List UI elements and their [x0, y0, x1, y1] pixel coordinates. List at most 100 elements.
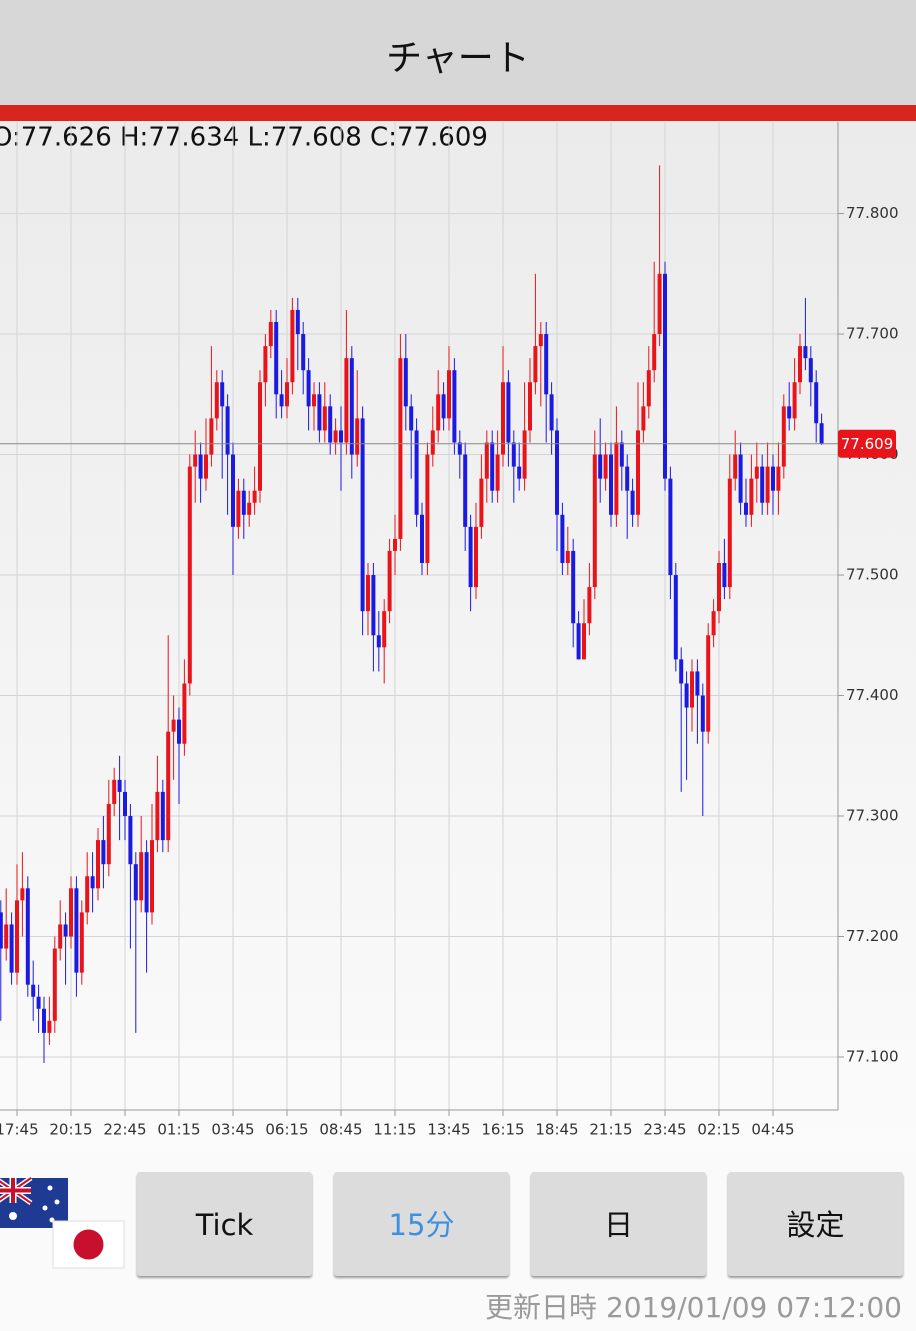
- settings-button[interactable]: 設定: [728, 1172, 903, 1276]
- candle-body: [393, 538, 397, 551]
- chart: O:77.626 H:77.634 L:77.608 C:77.609 77.1…: [0, 122, 899, 1139]
- x-tick-label: 18:45: [535, 1121, 578, 1139]
- ohlc-header: O:77.626 H:77.634 L:77.608 C:77.609: [0, 123, 488, 153]
- candle-body: [700, 695, 705, 732]
- candle-body: [533, 346, 538, 383]
- candle-body: [160, 791, 165, 841]
- candle-body: [133, 864, 138, 901]
- candle-body: [4, 924, 9, 949]
- candle-body: [198, 454, 203, 479]
- candle-body: [144, 852, 149, 913]
- chart-area: O:77.626 H:77.634 L:77.608 C:77.609 77.1…: [0, 121, 916, 1151]
- candle-body: [695, 671, 700, 696]
- candle-body: [376, 635, 381, 648]
- candle-body: [371, 575, 376, 636]
- candle-body: [549, 394, 554, 431]
- candle-body: [490, 442, 495, 491]
- candle-body: [463, 454, 468, 527]
- tick-button[interactable]: Tick: [137, 1172, 312, 1276]
- candle-body: [317, 394, 322, 431]
- candle-body: [382, 611, 387, 648]
- candle-body: [430, 430, 435, 455]
- day-button[interactable]: 日: [531, 1172, 706, 1276]
- candle-body: [528, 382, 532, 431]
- candle-body: [79, 912, 84, 973]
- candle-body: [96, 840, 100, 889]
- y-tick-label: 77.700: [846, 325, 899, 343]
- candle-body: [214, 382, 219, 419]
- y-tick-label: 77.800: [846, 204, 899, 222]
- candle-body: [668, 478, 673, 576]
- candle-body: [42, 1008, 46, 1033]
- 15min-button[interactable]: 15分: [334, 1172, 509, 1276]
- candle-body: [25, 888, 30, 985]
- x-tick-label: 02:15: [697, 1121, 740, 1139]
- candle-body: [614, 442, 619, 515]
- candle-body: [268, 322, 273, 347]
- y-tick-label: 77.100: [846, 1047, 899, 1065]
- candle-body: [128, 816, 133, 865]
- candle-body: [765, 466, 770, 503]
- x-tick-label: 04:45: [751, 1121, 794, 1139]
- candle-body: [441, 394, 446, 419]
- x-tick-label: 17:45: [0, 1121, 39, 1139]
- candle-body: [252, 490, 257, 503]
- candle-body: [398, 358, 403, 539]
- candle-body: [474, 526, 478, 588]
- candle-body: [312, 394, 316, 407]
- currency-flags[interactable]: [0, 1176, 125, 1276]
- candle-body: [711, 611, 716, 636]
- candle-body: [285, 382, 289, 407]
- candle-body: [630, 490, 635, 515]
- candle-body: [182, 683, 187, 744]
- candle-body: [776, 466, 781, 491]
- candle-body: [366, 575, 370, 612]
- candle-body: [684, 683, 689, 708]
- candle-body: [306, 370, 311, 407]
- candle-body: [538, 334, 543, 347]
- candle-body: [36, 996, 41, 1009]
- candle-body: [619, 442, 624, 467]
- candle-body: [333, 430, 338, 443]
- last-price-badge: [838, 429, 896, 458]
- candle-body: [663, 273, 667, 479]
- x-tick-label: 23:45: [643, 1121, 686, 1139]
- candle-body: [155, 791, 160, 841]
- candle-body: [754, 466, 759, 479]
- candle-body: [571, 550, 576, 624]
- candle-body: [106, 803, 111, 865]
- candle-body: [101, 840, 106, 865]
- candle-body: [344, 358, 349, 443]
- candle-body: [52, 948, 57, 1021]
- candle-body: [555, 430, 559, 515]
- candle-body: [274, 322, 279, 395]
- candle-body: [690, 671, 694, 708]
- candle-body: [468, 526, 473, 588]
- candle-body: [220, 382, 225, 407]
- candle-body: [544, 334, 549, 395]
- candle-body: [409, 406, 414, 431]
- candle-body: [808, 358, 813, 383]
- candle-body: [598, 454, 603, 479]
- candle-body: [652, 334, 657, 371]
- candle-body: [241, 490, 246, 515]
- candle-body: [209, 418, 214, 455]
- x-tick-label: 20:15: [49, 1121, 92, 1139]
- candle-body: [150, 840, 154, 913]
- x-tick-label: 01:15: [157, 1121, 200, 1139]
- y-tick-label: 77.300: [846, 807, 899, 825]
- x-tick-label: 22:45: [103, 1121, 146, 1139]
- x-tick-label: 21:15: [589, 1121, 632, 1139]
- x-tick-label: 13:45: [427, 1121, 470, 1139]
- candle-body: [58, 924, 63, 949]
- candle-body: [31, 984, 36, 997]
- candle-body: [193, 454, 198, 467]
- candle-body: [20, 888, 25, 901]
- candle-body: [673, 575, 678, 660]
- candle-body: [322, 406, 327, 431]
- candle-body: [263, 346, 268, 383]
- candle-body: [63, 924, 68, 937]
- candle-body: [112, 779, 117, 804]
- candle-body: [74, 888, 79, 973]
